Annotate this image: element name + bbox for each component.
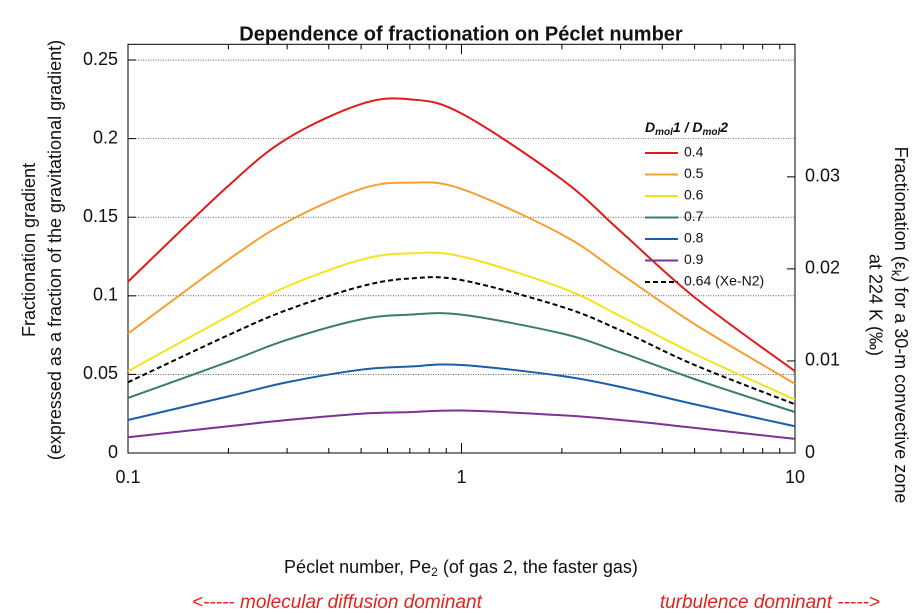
annotation: turbulence dominant -----> bbox=[660, 592, 880, 613]
y-tick-label: 0.2 bbox=[93, 127, 118, 147]
legend-title-part: 2 bbox=[719, 119, 728, 135]
y2-tick-label: 0.02 bbox=[805, 258, 840, 278]
series-line bbox=[127, 409, 796, 440]
x-tick-label: 10 bbox=[785, 467, 805, 487]
legend-label: 0.7 bbox=[684, 208, 704, 224]
y-tick-label: 0.25 bbox=[83, 49, 118, 69]
legend-label: 0.64 (Xe-N2) bbox=[684, 273, 764, 289]
y2-tick-label: 0 bbox=[805, 442, 815, 462]
y2-tick-label: 0.01 bbox=[805, 350, 840, 370]
y2-label-part: ) for a 30-m convective zone bbox=[891, 276, 911, 503]
y-axis-label: (expressed as a fraction of the gravitat… bbox=[45, 40, 65, 460]
y2-tick-label: 0.03 bbox=[805, 166, 840, 186]
x-label-part: Péclet number, Pe bbox=[284, 557, 431, 577]
legend-label: 0.6 bbox=[684, 187, 704, 203]
x-tick-label: 0.1 bbox=[115, 467, 140, 487]
y-tick-label: 0 bbox=[108, 442, 118, 462]
series-line bbox=[127, 97, 796, 373]
y-tick-label: 0.15 bbox=[83, 206, 118, 226]
legend-title-part: 1 / bbox=[673, 119, 692, 135]
legend-label: 0.8 bbox=[684, 230, 704, 246]
legend-title-sub: mol bbox=[703, 127, 721, 138]
y2-label-part: Fractionation (ε bbox=[891, 147, 911, 270]
series-line bbox=[127, 312, 796, 414]
x-label-sub: 2 bbox=[431, 565, 438, 579]
y2-axis-label: Fractionation (εk) for a 30-m convective… bbox=[889, 147, 912, 504]
y-axis-label: Fractionation gradient bbox=[19, 163, 39, 337]
x-axis-label: Péclet number, Pe2 (of gas 2, the faster… bbox=[284, 557, 638, 579]
legend-label: 0.9 bbox=[684, 251, 704, 267]
series-line bbox=[127, 251, 796, 401]
legend-title: Dmol1 / Dmol2 bbox=[645, 119, 728, 138]
chart-title: Dependence of fractionation on Péclet nu… bbox=[239, 23, 683, 45]
series-line bbox=[127, 276, 796, 406]
x-label-part: (of gas 2, the faster gas) bbox=[438, 557, 638, 577]
legend-title-part: D bbox=[692, 119, 702, 135]
legend-title-part: D bbox=[645, 119, 655, 135]
series-line bbox=[127, 181, 796, 385]
y-tick-label: 0.1 bbox=[93, 285, 118, 305]
y2-label-sub: k bbox=[889, 270, 904, 277]
plot-frame bbox=[127, 43, 796, 454]
legend-title-sub: mol bbox=[655, 127, 673, 138]
x-tick-label: 1 bbox=[456, 467, 466, 487]
y-tick-label: 0.05 bbox=[83, 363, 118, 383]
series-line bbox=[127, 363, 796, 428]
annotation: <----- molecular diffusion dominant bbox=[192, 592, 483, 613]
y2-axis-label: at 224 K (‰) bbox=[865, 254, 885, 356]
legend-label: 0.4 bbox=[684, 144, 704, 160]
legend-label: 0.5 bbox=[684, 165, 704, 181]
